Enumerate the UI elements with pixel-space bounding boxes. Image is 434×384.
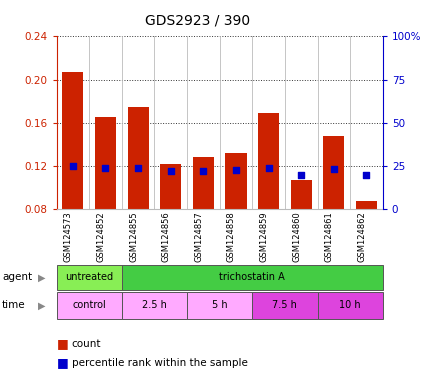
Text: GSM124856: GSM124856	[161, 211, 170, 262]
Bar	[187, 292, 252, 319]
Bar	[317, 292, 382, 319]
Text: 2.5 h: 2.5 h	[141, 300, 167, 310]
Point	[330, 166, 337, 172]
Bar	[252, 292, 317, 319]
Bar	[56, 265, 122, 290]
Text: GSM124858: GSM124858	[227, 211, 235, 262]
Text: 7.5 h: 7.5 h	[272, 300, 297, 310]
Text: GSM124573: GSM124573	[64, 211, 73, 262]
Text: GSM124852: GSM124852	[96, 211, 105, 262]
Bar	[62, 72, 83, 209]
Text: ■: ■	[56, 356, 68, 369]
Text: untreated: untreated	[65, 272, 113, 283]
Bar	[56, 292, 122, 319]
Text: GDS2923 / 390: GDS2923 / 390	[145, 13, 250, 27]
Bar	[290, 180, 311, 209]
Bar	[257, 113, 279, 209]
Point	[297, 172, 304, 178]
Point	[199, 169, 207, 175]
Bar	[127, 107, 148, 209]
Text: 5 h: 5 h	[211, 300, 227, 310]
Text: agent: agent	[2, 272, 32, 283]
Text: GSM124860: GSM124860	[292, 211, 300, 262]
Text: GSM124855: GSM124855	[129, 211, 138, 262]
Text: control: control	[72, 300, 106, 310]
Text: GSM124857: GSM124857	[194, 211, 203, 262]
Text: ■: ■	[56, 337, 68, 350]
Point	[362, 172, 369, 178]
Bar	[122, 265, 382, 290]
Bar	[322, 136, 344, 209]
Point	[167, 169, 174, 175]
Text: percentile rank within the sample: percentile rank within the sample	[72, 358, 247, 368]
Text: count: count	[72, 339, 101, 349]
Text: trichostatin A: trichostatin A	[219, 272, 285, 283]
Text: ▶: ▶	[38, 272, 46, 283]
Point	[265, 165, 272, 171]
Point	[135, 165, 141, 171]
Text: GSM124862: GSM124862	[357, 211, 365, 262]
Text: GSM124861: GSM124861	[324, 211, 333, 262]
Text: GSM124859: GSM124859	[259, 211, 268, 262]
Bar	[95, 118, 116, 209]
Point	[102, 165, 108, 171]
Bar	[192, 157, 214, 209]
Bar	[122, 292, 187, 319]
Point	[69, 163, 76, 169]
Bar	[355, 201, 376, 209]
Bar	[225, 153, 246, 209]
Point	[232, 167, 239, 174]
Text: ▶: ▶	[38, 300, 46, 310]
Text: time: time	[2, 300, 26, 310]
Text: 10 h: 10 h	[339, 300, 360, 310]
Bar	[160, 164, 181, 209]
